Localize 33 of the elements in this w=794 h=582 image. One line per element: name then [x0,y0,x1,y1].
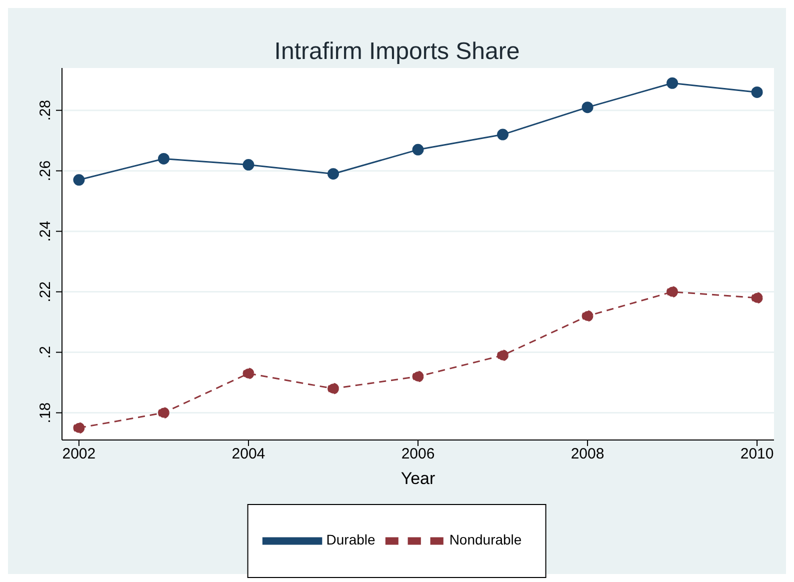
point [497,128,509,140]
point [327,168,339,180]
chart-title: Intrafirm Imports Share [273,37,521,67]
x-tick-label: 2006 [401,446,435,463]
point [73,422,85,434]
y-tick-label: .22 [37,281,54,302]
legend-label: Durable [326,532,376,548]
point [666,77,678,89]
point [582,310,594,322]
point [158,152,170,164]
point [666,286,678,298]
point [73,174,85,186]
y-tick-label: .24 [37,220,54,242]
point [158,407,170,419]
x-tick-label: 2002 [62,446,96,463]
y-tick-label: .2 [37,346,54,359]
y-tick-label: .18 [37,402,54,424]
point [497,350,509,362]
point [242,368,254,380]
point [751,86,763,98]
x-tick-label: 2010 [740,446,774,463]
x-axis-title: Year [400,469,436,488]
point [412,370,424,382]
point [751,292,763,304]
point [242,159,254,171]
x-tick-label: 2004 [232,446,266,463]
y-tick-label: .26 [37,160,54,182]
y-tick-label: .28 [37,100,54,121]
legend-label: Nondurable [449,532,522,548]
point [412,144,424,156]
x-tick-label: 2008 [570,446,604,463]
point [582,102,594,114]
point [327,382,339,394]
